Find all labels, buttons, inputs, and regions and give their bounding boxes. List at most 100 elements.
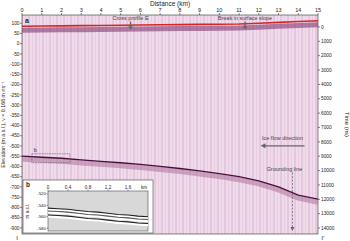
- x-tick: [81, 13, 82, 15]
- annotation-arrowhead: [260, 143, 265, 148]
- y-tick-label: -600: [10, 164, 20, 169]
- inset-y-tick: [47, 216, 49, 217]
- y2-tick: [318, 98, 320, 99]
- y-tick-label: -150: [10, 72, 20, 77]
- y2-tick-label: 4000: [321, 82, 332, 87]
- x-tick: [61, 13, 62, 15]
- y-tick: [20, 207, 22, 208]
- y-tick: [20, 64, 22, 65]
- annotation: Grounding line: [267, 166, 303, 172]
- y-tick-label: -450: [10, 133, 20, 138]
- y2-tick-label: 14000: [321, 226, 335, 231]
- y-tick-label: -700: [10, 185, 20, 190]
- profile-start: I: [16, 235, 18, 241]
- y2-tick: [318, 55, 320, 56]
- y-tick-label: -200: [10, 82, 20, 87]
- y-tick: [20, 125, 22, 126]
- inset-y-tick: [47, 193, 49, 194]
- y-tick: [20, 186, 22, 187]
- y2-tick-label: 12000: [321, 197, 335, 202]
- inset-extent: [32, 154, 70, 163]
- y2-tick-label: 11000: [321, 183, 334, 188]
- x-tick-label: 6: [139, 7, 142, 13]
- y-tick: [20, 105, 22, 106]
- y2-tick: [318, 26, 320, 27]
- y-tick-label: -900: [10, 226, 20, 231]
- y-axis-title: Elevation (m a.s.l.), v = 0.168 m ns⁻¹: [0, 81, 6, 167]
- x-tick-label: 13: [275, 7, 281, 13]
- x-tick: [199, 13, 200, 15]
- inset-x-tick-label: 1.2: [105, 185, 112, 190]
- panel-label: a: [25, 17, 29, 24]
- x-tick-label: 8: [178, 7, 181, 13]
- y-tick-label: -500: [10, 144, 20, 149]
- y2-tick-label: 10000: [321, 168, 335, 173]
- x-tick: [22, 13, 23, 15]
- plot-area: [22, 15, 318, 234]
- y2-tick-label: 2000: [321, 53, 332, 58]
- x-tick: [278, 13, 279, 15]
- annotation: Break in surface slope: [218, 15, 272, 21]
- y-tick: [20, 156, 22, 157]
- inset-plot-area: [48, 191, 148, 231]
- annotation: Ice flow direction: [262, 135, 303, 141]
- annotation: b: [34, 147, 37, 153]
- y2-tick: [318, 156, 320, 157]
- inset-reflector: [48, 215, 148, 224]
- y-tick: [20, 176, 22, 177]
- y2-tick: [318, 113, 320, 114]
- x-tick-label: 5: [119, 7, 122, 13]
- y-tick: [20, 53, 22, 54]
- y2-tick-label: 9000: [321, 154, 332, 159]
- x-tick-label: 10: [216, 7, 222, 13]
- annotations: Cross profile EBreak in surface slopeIce…: [32, 15, 305, 231]
- y2-tick: [318, 127, 320, 128]
- inset-y-axis-title: m a.s.l.: [25, 204, 30, 219]
- inset-y-tick-label: -540: [37, 203, 46, 208]
- y2-tick: [318, 199, 320, 200]
- y2-tick: [318, 213, 320, 214]
- x-tick: [179, 13, 180, 15]
- y2-tick-label: 6000: [321, 111, 332, 116]
- y-tick-label: -800: [10, 205, 20, 210]
- y-tick: [20, 166, 22, 167]
- x-tick: [298, 13, 299, 15]
- y-tick-label: -300: [10, 103, 20, 108]
- y-tick-label: -350: [10, 113, 20, 118]
- x-tick-label: 11: [236, 7, 242, 13]
- y-tick: [20, 197, 22, 198]
- annotation-arrowhead: [290, 227, 294, 231]
- figure: Distance (km)012345678910111213141510050…: [0, 0, 350, 241]
- y-tick: [20, 145, 22, 146]
- y-tick-label: 50: [14, 31, 20, 36]
- profile-end: I': [322, 235, 325, 241]
- y2-tick-label: 0: [321, 25, 324, 30]
- inset-marks: [48, 208, 148, 225]
- annotation-arrow: [292, 173, 293, 228]
- y2-tick-label: 5000: [321, 96, 332, 101]
- y-tick: [20, 94, 22, 95]
- x-axis-title: Distance (km): [150, 0, 190, 8]
- y-tick: [20, 115, 22, 116]
- y2-axis-title: Time (ns): [344, 112, 350, 137]
- inset-y-tick-label: -580: [37, 226, 46, 231]
- y2-tick: [318, 141, 320, 142]
- x-tick-label: 12: [256, 7, 262, 13]
- inset-x-tick-label: 0.8: [85, 185, 92, 190]
- inset-y-tick: [47, 205, 49, 206]
- inset-frame: [23, 180, 153, 233]
- y-tick-label: -250: [10, 93, 20, 98]
- y-tick: [20, 43, 22, 44]
- panel-label: b: [26, 181, 30, 188]
- y-tick: [20, 33, 22, 34]
- y-tick: [20, 74, 22, 75]
- annotation-arrowhead: [242, 27, 247, 30]
- x-tick: [41, 13, 42, 15]
- y2-tick: [318, 184, 320, 185]
- annotation-arrowhead: [128, 27, 133, 30]
- y2-tick-label: 8000: [321, 140, 332, 145]
- x-tick: [160, 13, 161, 15]
- x-tick-label: 4: [99, 7, 102, 13]
- y-tick-label: -550: [10, 154, 20, 159]
- x-tick-label: 2: [60, 7, 63, 13]
